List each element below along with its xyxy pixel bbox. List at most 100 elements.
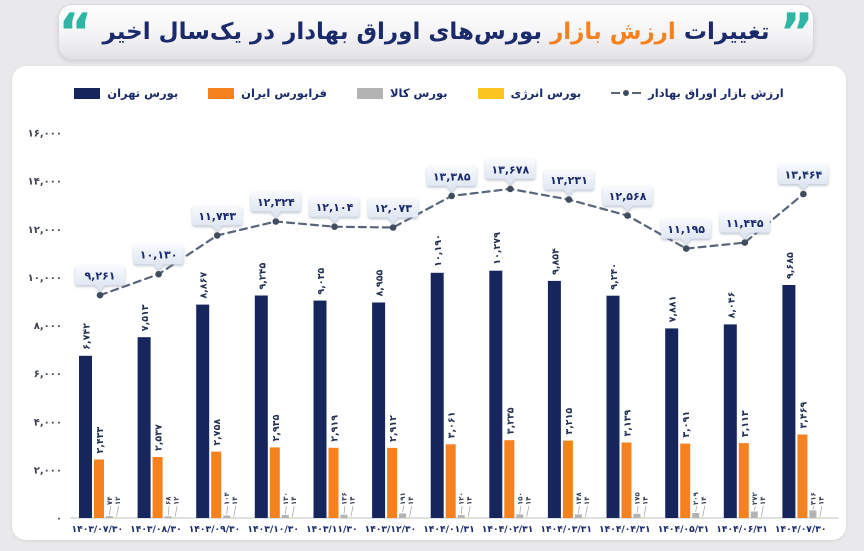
small-bar-label: ۱۴	[349, 496, 357, 505]
bar-series1-2	[211, 451, 222, 518]
title-part-2: ارزش بازار	[550, 19, 676, 45]
bar-label: ۹,۲۴۰	[609, 263, 620, 290]
kala-label: بورس کالا	[389, 86, 448, 100]
line-callout-1: ۱۰,۱۳۰	[133, 244, 184, 271]
bar-label: ۶,۷۴۲	[82, 323, 93, 350]
line-callout-12: ۱۳,۴۶۴	[778, 164, 829, 191]
total-line-dot-6	[448, 192, 456, 200]
total-line-dot-4	[331, 223, 338, 230]
small-bar-label: ۱۲	[173, 496, 181, 505]
chart-svg: ۱۶,۰۰۰ ۱۴,۰۰۰ ۱۲,۰۰۰ ۱۰,۰۰۰ ۸,۰۰۰ ۶,۰۰۰ ۴,۰۰۰ ۲…	[28, 129, 838, 535]
total-line-dot-7	[507, 185, 514, 193]
small-bar-label: ۱۴	[407, 496, 415, 505]
small-bar-label: ۱۳۶	[341, 492, 349, 505]
small-bar-label: ۱۴	[700, 496, 708, 505]
quote-open-icon: ”	[779, 3, 814, 63]
svg-text:۱۶,۰۰۰: ۱۶,۰۰۰	[28, 129, 62, 140]
total-line-dot-1	[155, 270, 162, 278]
bar-label: ۲,۴۳۳	[95, 426, 106, 453]
svg-text:۱۳,۳۸۵: ۱۳,۳۸۵	[433, 170, 471, 183]
small-bar-label: ۱۹۱	[399, 492, 407, 505]
line-callout-5: ۱۲,۰۷۳	[368, 197, 419, 224]
bar-series0-10	[665, 328, 679, 518]
svg-text:۱۳,۶۷۸: ۱۳,۶۷۸	[491, 163, 529, 176]
bar-label: ۷,۵۱۳	[140, 304, 151, 331]
line-callout-0: ۹,۲۶۱	[75, 265, 125, 292]
small-bar-label: ۱۲	[114, 496, 122, 505]
bar-label: ۱۰,۱۹۰	[433, 234, 444, 267]
bar-series0-5	[372, 302, 386, 518]
svg-text:۰: ۰	[56, 514, 62, 525]
line-callout-8: ۱۳,۲۳۱	[543, 169, 594, 196]
small-bar-label: ۱۷۵	[634, 491, 642, 505]
svg-text:۱۳,۲۳۱: ۱۳,۲۳۱	[550, 174, 588, 187]
bar-label: ۸,۰۴۶	[726, 292, 737, 319]
bar-label: ۲,۹۱۹	[330, 415, 341, 442]
total-line-dot-9	[624, 212, 631, 219]
legend-item-kala: بورس کالا	[356, 86, 448, 100]
small-bar-label: ۱۰۴	[223, 491, 231, 505]
chart-card: بورس تهران فرابورس ایران بورس کالا بورس …	[12, 66, 846, 540]
svg-text:۱۲,۰۰۰: ۱۲,۰۰۰	[28, 225, 62, 236]
bar-label: ۷,۸۸۱	[668, 296, 679, 323]
svg-text:۱۱,۴۴۵: ۱۱,۴۴۵	[726, 217, 764, 230]
bar-series1-6	[445, 444, 456, 518]
line-callout-2: ۱۱,۷۴۳	[192, 205, 243, 232]
x-axis-date: ۱۴۰۴/۰۵/۳۱	[658, 524, 710, 535]
quote-close-icon: “	[58, 3, 93, 63]
svg-text:۱۲,۵۶۸: ۱۲,۵۶۸	[609, 190, 647, 203]
total-line-dot-5	[389, 224, 397, 231]
energy-swatch	[477, 87, 504, 99]
x-axis-date: ۱۴۰۴/۰۲/۳۱	[482, 524, 534, 535]
total-line-dot-3	[272, 218, 280, 225]
bar-series1-11	[738, 443, 749, 518]
svg-text:۹,۲۶۱: ۹,۲۶۱	[84, 270, 115, 283]
x-axis-date: ۱۴۰۳/۰۹/۳۰	[189, 524, 241, 535]
bar-series2-8	[574, 514, 582, 518]
bar-label: ۲,۹۱۲	[388, 415, 399, 442]
small-bar-label: ۱۳۰	[282, 492, 290, 505]
svg-text:۱۰,۰۰۰: ۱۰,۰۰۰	[28, 273, 62, 284]
bar-label: ۲,۹۳۵	[271, 414, 282, 441]
bar-series2-2	[223, 515, 231, 518]
farabourse-swatch	[208, 87, 235, 99]
svg-text:۱۲,۳۲۴: ۱۲,۳۲۴	[257, 196, 295, 209]
x-axis-date: ۱۴۰۳/۱۱/۳۰	[306, 524, 358, 535]
legend-item-farabourse: فرابورس ایران	[208, 86, 327, 100]
svg-text:۱۴,۰۰۰: ۱۴,۰۰۰	[28, 177, 62, 188]
page-title: تغییرات ارزش بازار بورس‌های اوراق بهادار…	[102, 19, 770, 45]
bar-series1-10	[680, 443, 691, 518]
tehran-label: بورس تهران	[107, 86, 179, 100]
total-line-dot-2	[213, 232, 221, 239]
x-axis-date: ۱۴۰۴/۰۱/۳۱	[423, 524, 475, 535]
title-part-3: بورس‌های اوراق بهادار در یک‌سال اخیر	[102, 19, 543, 45]
bar-series0-9	[606, 295, 620, 518]
small-bar-label: ۱۲۰	[458, 492, 466, 505]
line-callout-11: ۱۱,۴۴۵	[719, 212, 770, 239]
bar-series1-3	[269, 447, 280, 518]
bar-series1-4	[328, 447, 339, 518]
svg-text:۱۱,۱۹۵: ۱۱,۱۹۵	[667, 223, 705, 236]
line-callout-9: ۱۲,۵۶۸	[602, 185, 653, 212]
total-line-dot-8	[565, 196, 573, 203]
small-bar-label: ۷۴	[106, 496, 114, 505]
farabourse-label: فرابورس ایران	[241, 86, 327, 100]
svg-text:۱۱,۷۴۳: ۱۱,۷۴۳	[198, 210, 236, 223]
bar-label: ۹,۲۴۵	[257, 262, 268, 289]
bar-series2-0	[106, 516, 113, 518]
x-axis-date: ۱۴۰۳/۰۷/۳۰	[72, 524, 124, 535]
line-callout-6: ۱۳,۳۸۵	[426, 165, 477, 192]
bar-series2-9	[633, 513, 641, 518]
title-part-1: تغییرات	[683, 19, 770, 45]
bar-series2-11	[750, 511, 758, 518]
kala-swatch	[356, 87, 383, 99]
bar-series0-7	[489, 270, 503, 518]
tehran-swatch	[74, 87, 101, 99]
bar-series1-12	[797, 434, 808, 518]
x-axis-date: ۱۴۰۳/۰۸/۳۰	[130, 524, 182, 535]
bar-series2-10	[692, 513, 700, 518]
total-line-dot-12	[800, 190, 807, 198]
small-bar-label: ۳۱۶	[809, 492, 817, 505]
bar-series0-6	[430, 272, 444, 518]
bar-series1-1	[152, 457, 163, 518]
